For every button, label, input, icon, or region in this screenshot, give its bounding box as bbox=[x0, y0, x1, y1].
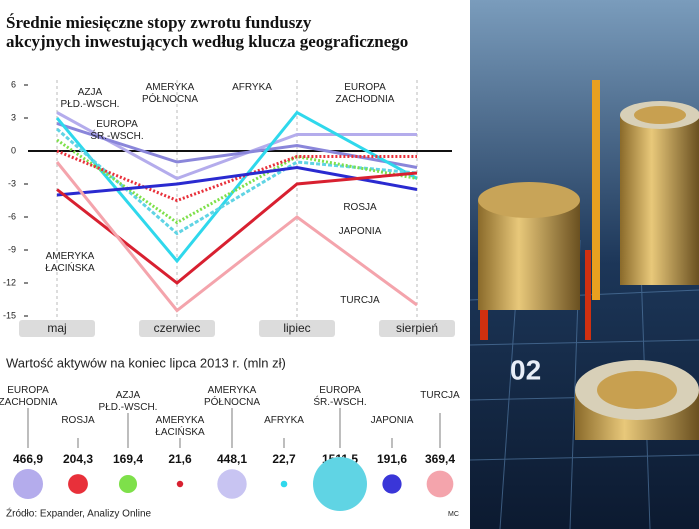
x-tick-label: czerwiec bbox=[154, 321, 201, 335]
series-label: EUROPA ZACHODNIA bbox=[336, 82, 395, 105]
photo-label: 02 bbox=[510, 354, 541, 385]
value-label: 21,6 bbox=[168, 452, 192, 466]
series-label: AFRYKA bbox=[232, 82, 272, 93]
credit: MC bbox=[448, 511, 459, 518]
y-tick-label: 0 bbox=[11, 145, 16, 155]
bubble bbox=[217, 469, 247, 499]
series-label: EUROPA ŚR.-WSCH. bbox=[90, 119, 143, 142]
bubble bbox=[12, 468, 44, 500]
y-tick-label: -6 bbox=[8, 211, 16, 221]
bubble bbox=[176, 480, 184, 488]
category-label: TURCJA bbox=[420, 390, 460, 401]
series-label: JAPONIA bbox=[339, 226, 382, 237]
category-box bbox=[139, 320, 215, 337]
value-label: 466,9 bbox=[13, 452, 43, 466]
bubble-title: Wartość aktywów na koniec lipca 2013 r. … bbox=[6, 355, 286, 370]
category-label: AFRYKA bbox=[264, 415, 304, 426]
bubble bbox=[68, 474, 88, 494]
y-tick-label: -3 bbox=[8, 178, 16, 188]
category-label: JAPONIA bbox=[371, 415, 414, 426]
y-tick-label: -12 bbox=[3, 277, 16, 287]
series-label: AMERYKA ŁACIŃSKA bbox=[45, 251, 95, 274]
y-tick-label: 3 bbox=[11, 112, 16, 122]
category-box bbox=[379, 320, 455, 337]
x-tick-label: lipiec bbox=[283, 321, 310, 335]
value-label: 22,7 bbox=[272, 452, 296, 466]
bubble bbox=[382, 474, 402, 494]
value-label: 169,4 bbox=[113, 452, 143, 466]
category-label: AZJA PŁD.-WSCH. bbox=[99, 390, 158, 413]
category-box bbox=[259, 320, 335, 337]
series-line bbox=[55, 161, 418, 313]
series-label: AZJA PŁD.-WSCH. bbox=[61, 87, 120, 110]
category-label: AMERYKA PÓŁNOCNA bbox=[204, 385, 260, 408]
photo: 02 bbox=[469, 0, 699, 529]
bubble bbox=[280, 480, 288, 488]
category-label: EUROPA ZACHODNIA bbox=[0, 385, 58, 408]
value-label: 448,1 bbox=[217, 452, 247, 466]
series-label: AMERYKA PÓŁNOCNA bbox=[142, 82, 198, 105]
category-label: AMERYKA ŁACIŃSKA bbox=[155, 415, 205, 438]
value-label: 204,3 bbox=[63, 452, 93, 466]
y-tick-label: -9 bbox=[8, 244, 16, 254]
category-box bbox=[19, 320, 95, 337]
value-label: 369,4 bbox=[425, 452, 455, 466]
series-label: ROSJA bbox=[343, 202, 377, 213]
series-line bbox=[56, 149, 417, 203]
source: Źródło: Expander, Analizy Online bbox=[6, 507, 152, 520]
chart-title: Średnie miesięczne stopy zwrotu funduszy… bbox=[6, 13, 408, 51]
category-label: ROSJA bbox=[61, 415, 95, 426]
series-line bbox=[56, 138, 418, 225]
series-line bbox=[56, 111, 417, 181]
y-tick-label: 6 bbox=[11, 79, 16, 89]
y-tick-label: -15 bbox=[3, 310, 16, 320]
value-label: 191,6 bbox=[377, 452, 407, 466]
bubble bbox=[313, 457, 367, 511]
category-label: EUROPA ŚR.-WSCH. bbox=[313, 385, 366, 408]
x-tick-label: sierpień bbox=[396, 321, 438, 335]
bubble bbox=[118, 474, 138, 494]
x-tick-label: maj bbox=[47, 321, 66, 335]
bubble bbox=[426, 470, 454, 498]
series-label: TURCJA bbox=[340, 295, 380, 306]
